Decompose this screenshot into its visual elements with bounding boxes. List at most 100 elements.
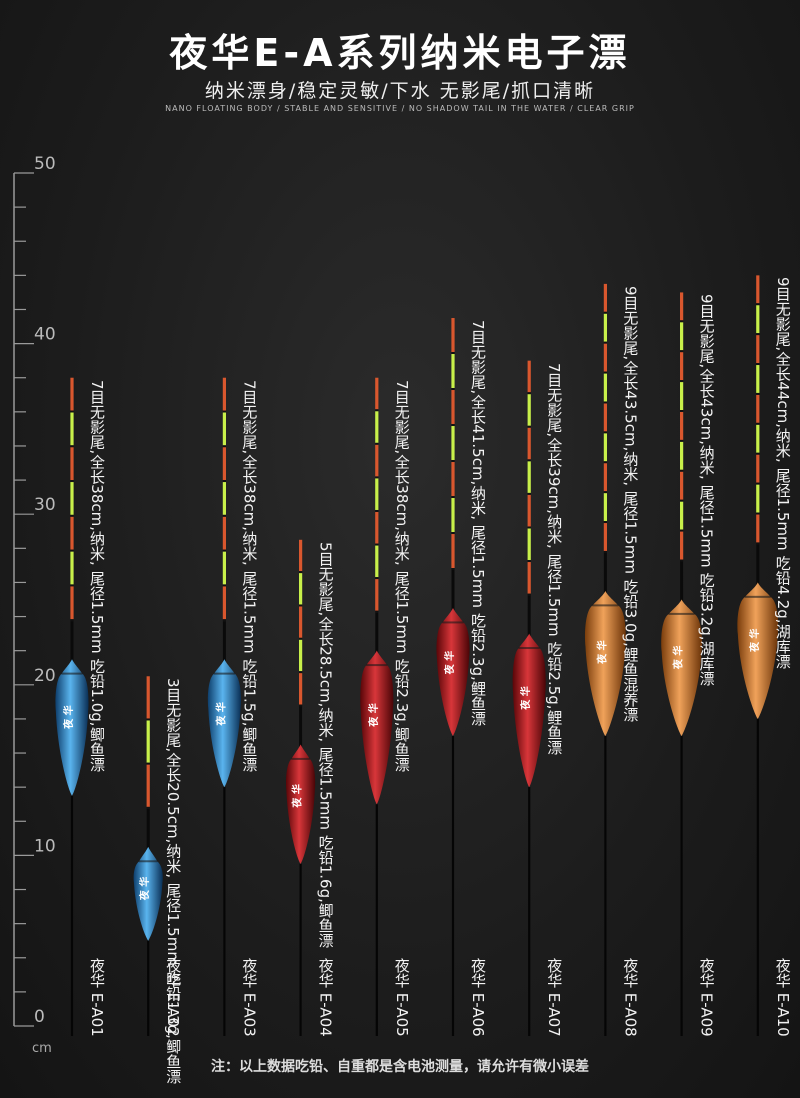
float-body-text: 夜 华: [367, 703, 380, 727]
float-tip-divider: [146, 718, 150, 721]
float-name: 夜华 E-A10: [773, 958, 792, 1037]
float-tip-divider: [375, 409, 379, 412]
float-tip-divider: [603, 461, 607, 464]
page-subtitle: 纳米漂身/稳定灵敏/下水 无影尾/抓口清晰: [204, 80, 596, 102]
float-tip-segment: [603, 283, 607, 312]
float-body-text: 夜 华: [138, 877, 151, 901]
float-body-text: 夜 华: [519, 686, 532, 710]
float-9: 夜 华: [661, 292, 703, 1036]
float-tip-divider: [756, 303, 760, 306]
float-description: 7目无影尾,全长39cm,纳米, 尾径1.5mm 吃铅2.5g,鲤鱼漂: [545, 362, 564, 755]
float-collar: [592, 604, 619, 607]
float-4: 夜 华: [286, 539, 316, 1036]
float-tip-segment: [375, 579, 379, 611]
cm-ruler: 0 10 20 30 40 50 cm: [13, 154, 56, 1056]
float-tip-segment: [70, 377, 74, 411]
page-subtitle-english: NANO FLOATING BODY / STABLE AND SENSITIV…: [165, 104, 635, 113]
float-tip-divider: [222, 619, 226, 622]
float-tip-divider: [70, 549, 74, 552]
float-tip-divider: [756, 452, 760, 455]
float-body: [661, 599, 703, 736]
float-tip-divider: [527, 459, 531, 462]
float-collar: [61, 672, 83, 675]
page-title: 夜华E-A系列纳米电子漂: [169, 31, 631, 75]
float-tip-divider: [222, 410, 226, 413]
float-body-text: 夜 华: [291, 784, 304, 808]
float-body: [512, 633, 546, 788]
float-tip-divider: [680, 380, 684, 383]
float-tip-segment: [756, 484, 760, 513]
float-tip-divider: [527, 392, 531, 395]
float-1: 夜 华: [55, 377, 89, 1036]
float-2: 夜 华: [133, 676, 163, 1036]
float-tip-segment: [375, 545, 379, 578]
float-name: 夜华 E-A02: [164, 958, 183, 1037]
float-tip-segment: [222, 551, 226, 585]
float-description: 5目无影尾,全长28.5cm,纳米, 尾径1.5mm 吃铅1.6g,鲫鱼漂: [316, 541, 335, 948]
float-tip-segment: [603, 403, 607, 432]
float-tip-divider: [603, 311, 607, 314]
float-tip-segment: [680, 382, 684, 411]
footer-note: 注：以上数据吃铅、自重都是含电池测量，请允许有微小误差: [211, 1059, 589, 1075]
float-tip-divider: [146, 762, 150, 765]
float-name: 夜华 E-A09: [697, 958, 716, 1037]
ruler-label: 40: [34, 325, 56, 345]
float-tip-segment: [756, 394, 760, 423]
float-body: [436, 608, 470, 736]
float-tip-segment: [680, 352, 684, 381]
float-tip-segment: [451, 426, 455, 461]
float-tip-segment: [70, 586, 74, 620]
float-description: 9目无影尾,全长44cm,纳米, 尾径1.5mm 吃铅4.2g,湖库漂: [773, 277, 792, 669]
float-tip-segment: [527, 562, 531, 594]
float-tip-segment: [756, 424, 760, 453]
float-tip-segment: [299, 639, 303, 672]
float-body-text: 夜 华: [62, 705, 75, 729]
float-8: 夜 华: [584, 283, 626, 1036]
float-tip-segment: [451, 318, 455, 353]
float-tip-segment: [222, 447, 226, 481]
ruler-unit-label: cm: [32, 1041, 52, 1056]
float-tip-segment: [756, 514, 760, 543]
float-tip-segment: [603, 463, 607, 492]
float-tip-divider: [680, 350, 684, 353]
float-body: [737, 582, 779, 719]
float-tip-divider: [222, 480, 226, 483]
float-body-text: 夜 华: [595, 640, 608, 664]
float-tip-divider: [375, 577, 379, 580]
float-body-text: 夜 华: [443, 651, 456, 675]
float-tip-divider: [299, 637, 303, 640]
float-tip-segment: [527, 427, 531, 460]
float-tip-segment: [603, 493, 607, 522]
float-tip-segment: [451, 498, 455, 533]
float-tip-segment: [603, 313, 607, 342]
ruler-label: 50: [34, 154, 56, 174]
float-body: [207, 659, 241, 788]
ruler-label: 20: [34, 666, 56, 686]
float-tip-segment: [222, 586, 226, 620]
float-tip-divider: [756, 482, 760, 485]
float-tip-segment: [527, 394, 531, 426]
float-tip-divider: [375, 509, 379, 512]
float-tip-segment: [603, 343, 607, 372]
float-tip-segment: [527, 528, 531, 561]
float-tip-segment: [375, 478, 379, 510]
float-tip-divider: [451, 352, 455, 355]
float-tip-segment: [756, 305, 760, 334]
float-tip-segment: [680, 322, 684, 351]
float-tip-divider: [299, 604, 303, 607]
float-body: [55, 659, 89, 796]
float-tip-segment: [299, 606, 303, 638]
float-tip-divider: [451, 532, 455, 535]
float-tip-segment: [70, 551, 74, 585]
float-tip-divider: [680, 410, 684, 413]
float-tip-divider: [375, 442, 379, 445]
float-tip-divider: [603, 371, 607, 374]
float-collar: [213, 672, 235, 675]
float-tip-segment: [375, 411, 379, 443]
float-tip-segment: [756, 275, 760, 304]
float-tip-divider: [375, 476, 379, 479]
float-tip-segment: [299, 673, 303, 705]
float-tip-divider: [222, 584, 226, 587]
float-tip-divider: [527, 560, 531, 563]
